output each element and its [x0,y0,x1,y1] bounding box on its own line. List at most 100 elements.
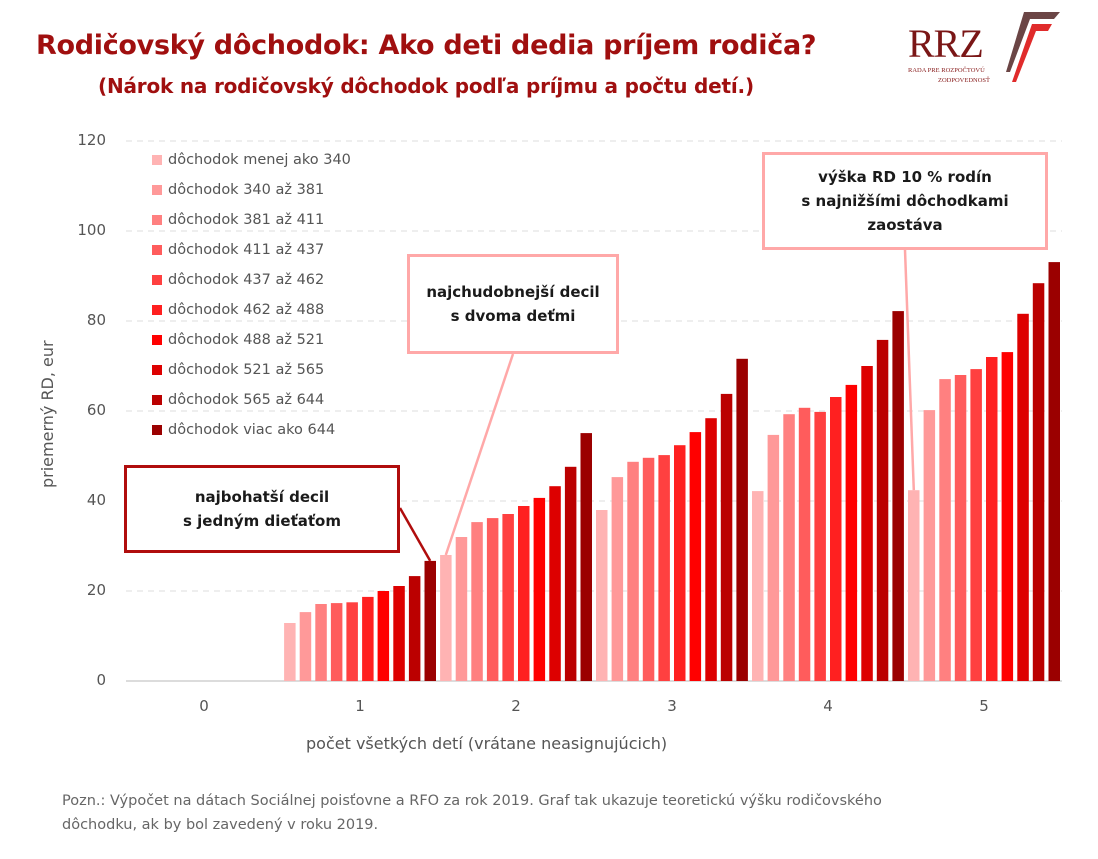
bar [1017,313,1029,681]
bar [1032,283,1045,681]
y-tick-label: 60 [86,401,106,419]
y-tick-label: 120 [77,131,106,149]
callout-connector [444,353,515,556]
bar [533,497,546,681]
legend-label: dôchodok 462 až 488 [168,302,325,318]
bar [611,477,624,681]
x-tick-label: 3 [667,697,677,715]
bar [377,591,390,681]
x-tick-label: 0 [199,697,209,715]
y-tick-label: 20 [86,581,106,599]
bar [892,311,904,681]
bar [939,379,951,681]
bar [736,358,748,681]
bar [642,457,655,681]
bar [923,410,936,681]
bar [689,432,702,681]
legend-item: dôchodok 411 až 437 [152,235,351,265]
y-tick-label: 0 [96,671,106,689]
legend-item: dôchodok 521 až 565 [152,355,351,385]
bar [658,455,670,681]
legend-label: dôchodok 521 až 565 [168,362,325,378]
legend-item: dôchodok 381 až 411 [152,205,351,235]
legend-label: dôchodok 437 až 462 [168,272,325,288]
callout-lowest-income: výška RD 10 % rodín s najnižšími dôchodk… [762,152,1048,250]
bar [549,486,561,681]
legend-label: dôchodok 381 až 411 [168,212,325,228]
legend-swatch-icon [152,275,162,285]
callout-connector [903,249,916,491]
bar [767,434,780,681]
y-tick-label: 100 [77,221,106,239]
rrz-logo: RRZ RADA PRE ROZPOČTOVÚ ZODPOVEDNOSŤ [902,10,1062,90]
legend-swatch-icon [152,155,162,165]
legend-item: dôchodok 340 až 381 [152,175,351,205]
bar [954,375,967,681]
y-tick-label: 40 [86,491,106,509]
bar [486,518,499,681]
bar [424,560,436,681]
x-tick-label: 1 [355,697,365,715]
legend-swatch-icon [152,305,162,315]
bar [783,414,795,681]
chart-title: Rodičovský dôchodok: Ako deti dedia príj… [36,30,817,61]
legend-swatch-icon [152,335,162,345]
bar [564,466,577,681]
y-axis-label: priemerný RD, eur [38,340,57,488]
bar [502,514,514,681]
legend-label: dôchodok viac ako 644 [168,422,336,438]
bar [720,393,733,681]
bar [798,407,811,681]
bar [518,506,530,681]
bar [455,537,468,681]
legend-swatch-icon [152,245,162,255]
bar [393,586,405,681]
bar [315,604,327,681]
bar [752,491,764,681]
legend-swatch-icon [152,425,162,435]
legend-swatch-icon [152,185,162,195]
bar [284,623,296,681]
bar [674,445,686,681]
bar [627,461,639,681]
bar [330,603,343,681]
legend-item: dôchodok 488 až 521 [152,325,351,355]
chart-legend: dôchodok menej ako 340 dôchodok 340 až 38… [152,145,351,445]
callout-connector [398,507,432,562]
legend-label: dôchodok 565 až 644 [168,392,325,408]
legend-item: dôchodok 462 až 488 [152,295,351,325]
bar [1001,352,1014,681]
legend-item: dôchodok 437 až 462 [152,265,351,295]
bar [596,510,608,681]
bar [705,418,717,681]
legend-swatch-icon [152,365,162,375]
legend-label: dôchodok 488 až 521 [168,332,325,348]
callout-richest-decil: najbohatší decil s jedným dieťaťom [124,465,400,553]
bar [440,555,452,681]
x-axis-label: počet všetkých detí (vrátane neasignujúc… [306,734,668,753]
legend-swatch-icon [152,215,162,225]
logo-subtitle: RADA PRE ROZPOČTOVÚ ZODPOVEDNOSŤ [908,67,990,84]
bar [970,369,982,681]
bar [580,433,592,681]
bar [908,490,920,681]
legend-swatch-icon [152,395,162,405]
legend-label: dôchodok 411 až 437 [168,242,325,258]
callout-poorest-decil: najchudobnejší decil s dvoma deťmi [407,254,619,354]
chart-subtitle: (Nárok na rodičovský dôchodok podľa príj… [98,74,754,98]
bar [845,384,858,681]
bar [814,411,826,681]
footnote: Pozn.: Výpočet na dátach Sociálnej poisť… [62,793,882,833]
bar [861,366,873,681]
legend-label: dôchodok 340 až 381 [168,182,325,198]
legend-item: dôchodok menej ako 340 [152,145,351,175]
x-tick-label: 4 [823,697,833,715]
legend-item: dôchodok viac ako 644 [152,415,351,445]
bar [986,357,998,681]
logo-text: RRZ [908,21,984,66]
bar [1048,262,1060,681]
legend-label: dôchodok menej ako 340 [168,152,351,168]
x-tick-label: 5 [979,697,989,715]
x-tick-label: 2 [511,697,521,715]
